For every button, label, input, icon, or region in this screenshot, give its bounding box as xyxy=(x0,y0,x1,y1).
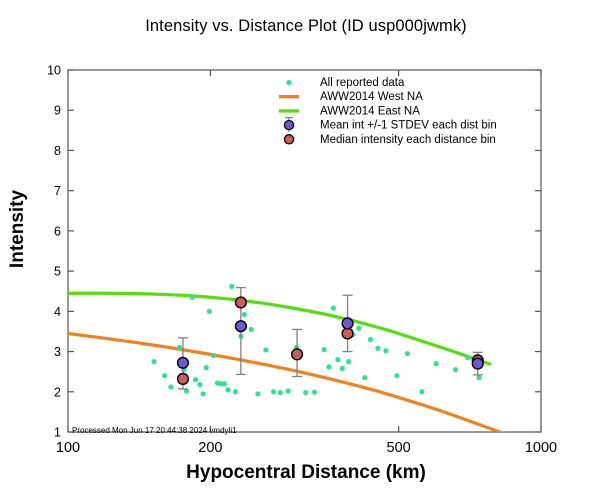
data-point xyxy=(433,361,439,367)
x-tick-label: 1000 xyxy=(525,440,557,456)
footer-timestamp: Processed Mon Jun 17 20:44:38 2024 vmdyl… xyxy=(72,426,237,435)
curve-aww2014-west-na xyxy=(68,331,504,432)
data-point xyxy=(330,305,336,311)
median-marker xyxy=(341,327,354,340)
data-point xyxy=(383,348,389,354)
chart-legend: All reported data AWW2014 West NA AWW2014 … xyxy=(279,77,497,146)
data-point xyxy=(151,359,157,365)
markers-mean-intensity xyxy=(176,317,484,370)
data-point xyxy=(229,283,235,289)
mean-marker xyxy=(176,356,190,369)
x-tick-label: 500 xyxy=(387,440,411,456)
data-point xyxy=(197,381,203,388)
data-point xyxy=(375,345,381,351)
data-point xyxy=(200,391,206,397)
legend-label: AWW2014 East NA xyxy=(320,105,420,117)
markers-median-intensity xyxy=(176,296,484,386)
data-point xyxy=(176,344,182,351)
y-tick-label: 6 xyxy=(54,224,61,238)
data-point xyxy=(203,365,209,371)
data-point xyxy=(168,384,174,390)
data-point xyxy=(465,354,471,361)
data-point xyxy=(270,389,277,395)
data-point xyxy=(277,389,283,396)
data-point xyxy=(362,375,368,381)
legend-marker-dot xyxy=(286,79,292,86)
data-point xyxy=(394,373,400,379)
y-axis-ticks: 1 2 3 4 5 6 7 8 9 10 xyxy=(47,64,541,440)
data-point xyxy=(241,311,247,318)
y-tick-label: 4 xyxy=(54,305,61,319)
y-tick-label: 5 xyxy=(54,265,61,279)
x-tick-label: 100 xyxy=(56,440,80,456)
mean-marker xyxy=(341,317,354,330)
data-point xyxy=(404,350,411,357)
data-point xyxy=(206,308,212,314)
data-point xyxy=(326,364,332,370)
y-tick-label: 3 xyxy=(54,345,61,359)
legend-label: Mean int +/-1 STDEV each dist bin xyxy=(320,120,497,132)
y-tick-label: 9 xyxy=(54,104,61,118)
median-marker xyxy=(176,372,190,386)
legend-label: All reported data xyxy=(320,77,405,89)
data-point xyxy=(321,346,327,353)
y-tick-label: 2 xyxy=(54,385,61,399)
line-aww2014-west-na xyxy=(68,331,504,432)
x-tick-label: 200 xyxy=(198,440,222,456)
data-point xyxy=(346,359,352,365)
data-point xyxy=(311,389,318,395)
y-axis-label: Intensity xyxy=(7,189,28,269)
y-tick-label: 10 xyxy=(47,64,61,78)
data-point xyxy=(367,336,374,343)
median-marker xyxy=(234,296,247,309)
data-point xyxy=(303,389,309,396)
data-point xyxy=(339,365,345,372)
x-axis-label: Hypocentral Distance (km) xyxy=(186,462,426,483)
data-point xyxy=(183,388,190,394)
plot-border xyxy=(67,69,542,433)
legend-marker-mean-circle xyxy=(283,119,295,131)
data-point xyxy=(161,373,168,379)
data-point xyxy=(217,381,224,387)
legend-marker-median-circle xyxy=(283,134,295,145)
data-point xyxy=(476,375,482,381)
curve-aww2014-east-na xyxy=(68,291,492,366)
page-title: Intensity vs. Distance Plot (ID usp000jw… xyxy=(145,17,467,35)
legend-label: AWW2014 West NA xyxy=(320,91,423,103)
data-point xyxy=(210,352,217,359)
data-point xyxy=(192,377,199,383)
data-point xyxy=(255,391,261,397)
data-point xyxy=(189,294,195,300)
y-tick-label: 1 xyxy=(54,426,61,440)
data-point xyxy=(232,389,239,395)
plot-frame xyxy=(67,69,542,433)
mean-marker xyxy=(471,357,484,370)
data-point xyxy=(248,326,254,333)
data-point xyxy=(419,389,425,395)
data-point xyxy=(335,357,341,363)
mean-marker xyxy=(234,320,247,333)
legend-label: Median intensity each distance bin xyxy=(320,134,496,146)
scatter-all-reported-data xyxy=(151,283,482,397)
data-point xyxy=(263,347,269,353)
data-point xyxy=(453,367,459,373)
median-marker xyxy=(290,348,304,361)
y-tick-label: 7 xyxy=(54,184,61,198)
data-point xyxy=(221,381,227,387)
y-tick-label: 8 xyxy=(54,144,61,158)
errorbars-mean-intensity xyxy=(177,286,483,390)
data-point xyxy=(225,387,231,393)
line-aww2014-east-na xyxy=(68,291,492,366)
data-point xyxy=(356,325,362,331)
x-axis-ticks: 100 200 500 1000 xyxy=(56,70,557,456)
data-point xyxy=(285,388,291,394)
